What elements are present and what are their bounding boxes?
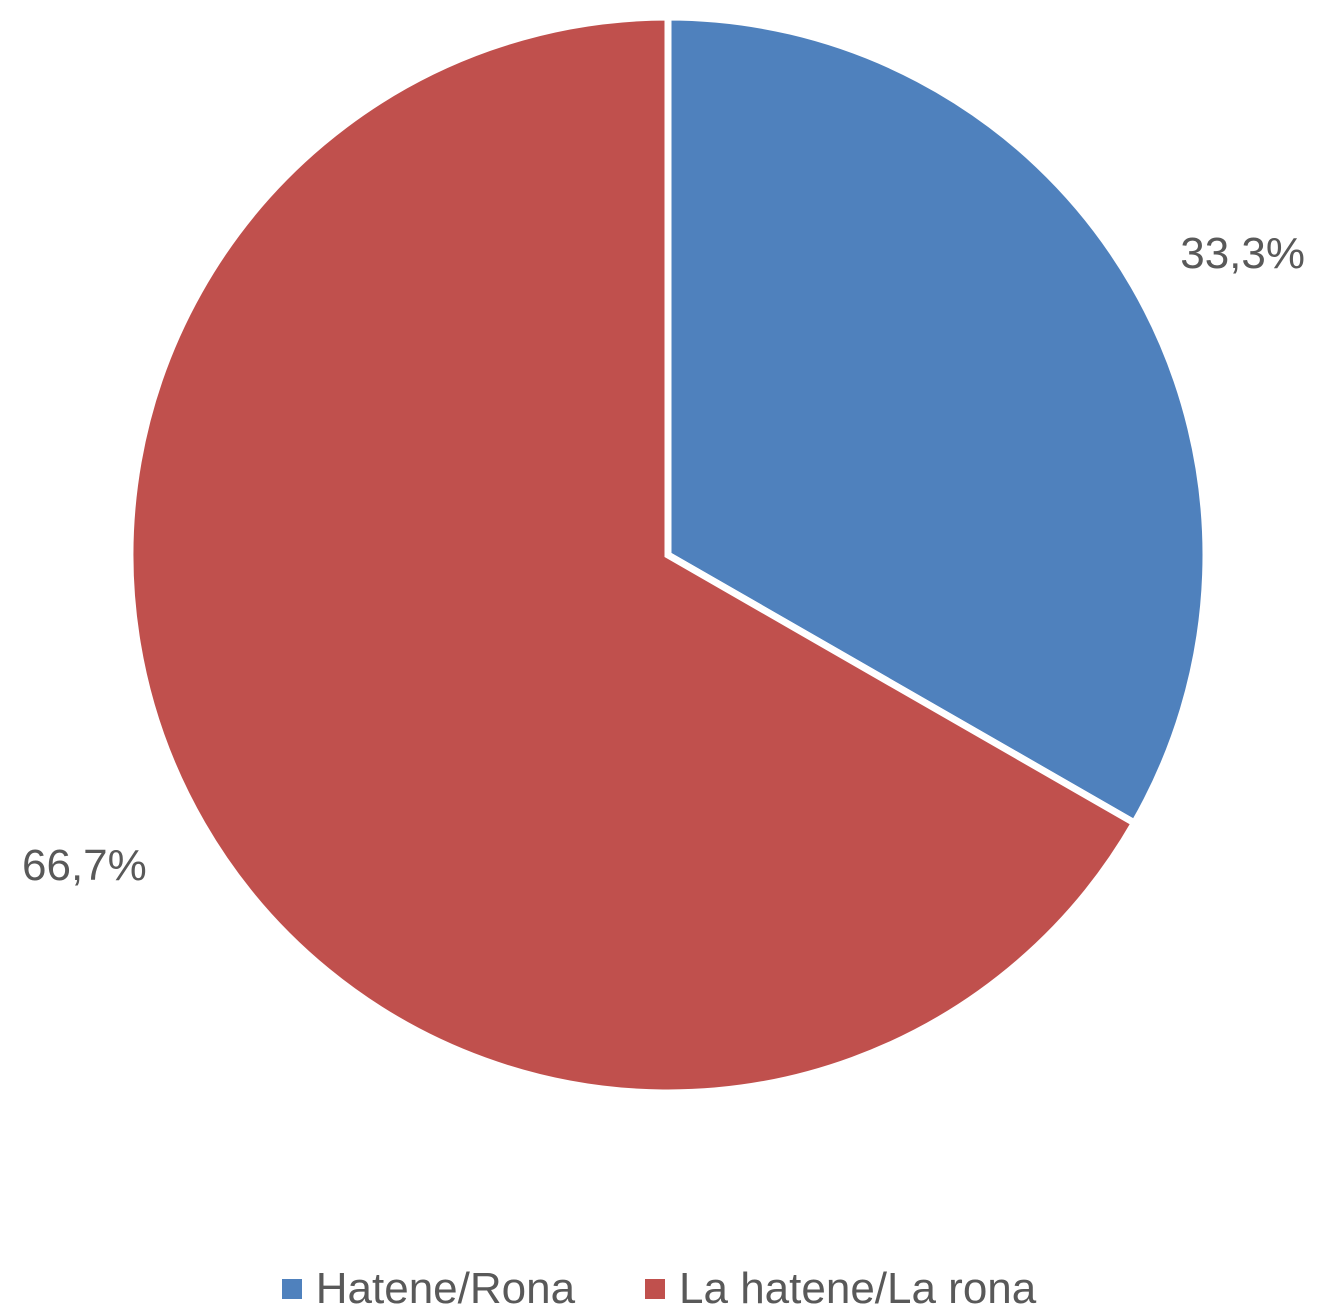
legend-swatch-icon: [645, 1279, 666, 1299]
chart-legend: Hatene/Rona La hatene/La rona: [0, 1262, 1318, 1316]
legend-swatch-icon: [281, 1279, 302, 1299]
pie-slice-1: [664, 13, 1210, 828]
legend-label: Hatene/Rona: [315, 1264, 576, 1313]
data-label-2: 66,7%: [22, 841, 147, 890]
legend-label: La hatene/La rona: [679, 1264, 1037, 1313]
data-label-1: 33,3%: [1180, 229, 1305, 278]
legend-item-la-hatene-la-rona: La hatene/La rona: [645, 1264, 1036, 1314]
pie-slice-2: [126, 13, 1140, 1097]
legend-item-hatene-rona: Hatene/Rona: [281, 1264, 576, 1314]
